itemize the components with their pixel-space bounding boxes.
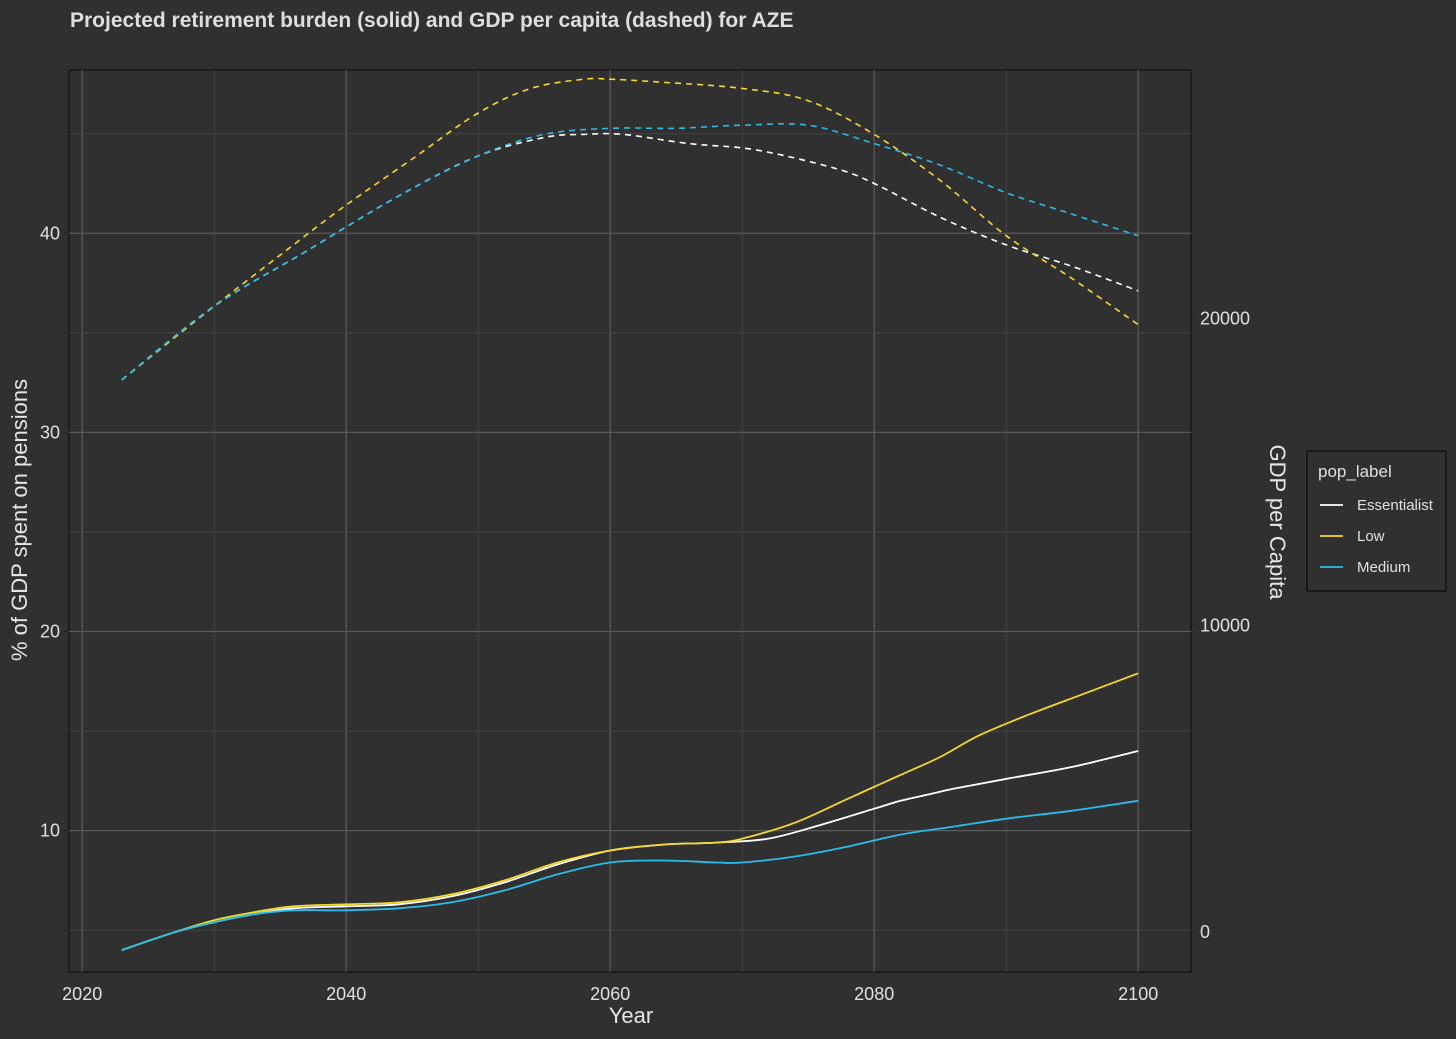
y-right-tick-label: 20000 [1200,309,1250,329]
plot-panel [68,69,1192,973]
x-tick-label: 2060 [590,984,630,1004]
x-tick-label: 2080 [854,984,894,1004]
gdp-line-medium [121,122,1139,381]
y-tick-label: 10 [40,821,60,841]
legend-box [1306,450,1447,592]
legend-label-low: Low [1357,528,1385,545]
legend-items: Essentialist Low Medium [1320,497,1434,576]
legend-label-medium: Medium [1357,559,1410,576]
y-tick-label: 40 [40,223,60,243]
legend-label-essentialist: Essentialist [1357,497,1434,514]
y-axis-right-ticks: 0 10000 20000 [1191,309,1250,942]
gdp-line-low [121,77,1139,381]
x-axis-ticks: 2020 2040 2060 2080 2100 [62,972,1158,1004]
x-axis-title: Year [609,1003,653,1028]
x-tick-label: 2040 [326,984,366,1004]
chart-title: Projected retirement burden (solid) and … [70,9,793,32]
gdp-line-essentialist [121,132,1139,381]
y-tick-label: 20 [40,622,60,642]
pension-line-low [121,672,1139,951]
y-axis-title: % of GDP spent on pensions [7,379,32,661]
series-lines [121,77,1139,951]
pension-line-medium [121,799,1139,951]
y-tick-label: 30 [40,422,60,442]
legend-title: pop_label [1318,462,1392,481]
y-right-tick-label: 10000 [1200,615,1250,635]
legend: pop_label Essentialist Low Medium [1306,450,1447,592]
y-axis-right-title: GDP per Capita [1265,445,1290,601]
x-tick-label: 2020 [62,984,102,1004]
x-tick-label: 2100 [1118,984,1158,1004]
pension-line-essentialist [121,750,1139,951]
grid [69,70,1191,972]
y-axis-ticks: 10 20 30 40 [40,223,69,841]
y-right-tick-label: 0 [1200,922,1210,942]
